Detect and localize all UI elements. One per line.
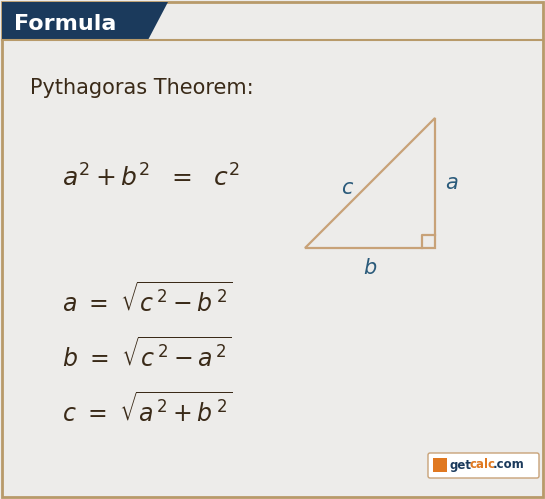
Text: $b$: $b$: [363, 258, 377, 278]
FancyBboxPatch shape: [428, 453, 539, 478]
Text: get: get: [450, 459, 472, 472]
Text: Pythagoras Theorem:: Pythagoras Theorem:: [30, 78, 253, 98]
Text: $\mathit{a}^2 + \mathit{b}^2\ \ =\ \ \mathit{c}^2$: $\mathit{a}^2 + \mathit{b}^2\ \ =\ \ \ma…: [62, 164, 240, 192]
Text: $\mathit{a}\ =\ \sqrt{\mathit{c}^{\,2} - \mathit{b}^{\,2}}$: $\mathit{a}\ =\ \sqrt{\mathit{c}^{\,2} -…: [62, 282, 233, 318]
Text: $a$: $a$: [445, 173, 459, 193]
Text: Formula: Formula: [14, 14, 117, 34]
Text: $\mathit{c}\ =\ \sqrt{\mathit{a}^{\,2} + \mathit{b}^{\,2}}$: $\mathit{c}\ =\ \sqrt{\mathit{a}^{\,2} +…: [62, 392, 233, 428]
FancyBboxPatch shape: [433, 458, 447, 472]
Polygon shape: [2, 2, 168, 40]
Text: calc: calc: [470, 459, 496, 472]
Text: $\mathit{b}\ =\ \sqrt{\mathit{c}^{\,2} - \mathit{a}^{\,2}}$: $\mathit{b}\ =\ \sqrt{\mathit{c}^{\,2} -…: [62, 337, 232, 373]
Text: .com: .com: [493, 459, 525, 472]
Text: $c$: $c$: [341, 178, 355, 198]
